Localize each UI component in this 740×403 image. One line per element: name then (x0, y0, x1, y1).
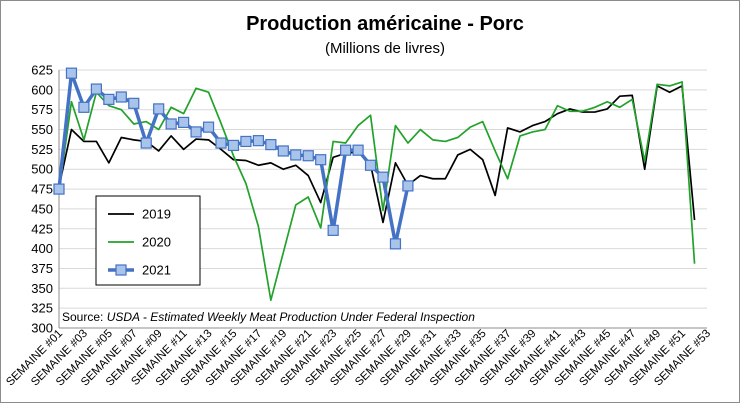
y-tick-label: 475 (31, 182, 53, 197)
legend-marker-2021 (115, 264, 127, 276)
data-point-2021 (364, 159, 377, 171)
y-tick-label: 325 (31, 301, 53, 316)
series-line-2019 (58, 85, 696, 224)
data-point-2021 (315, 154, 327, 166)
y-axis: 300 325 350 375 400 425 450 475 500 525 550 575 600 6… (31, 63, 60, 336)
data-point-2021 (252, 135, 264, 147)
legend: 2019 2020 2021 (95, 195, 201, 286)
data-point-2021 (265, 139, 277, 151)
y-tick-label: 300 (31, 321, 53, 336)
legend-label-2020: 2020 (142, 235, 171, 250)
y-tick-label: 400 (31, 241, 53, 256)
data-point-2021 (290, 149, 302, 161)
gridlines (59, 69, 707, 329)
y-tick-label: 500 (31, 162, 53, 177)
data-point-2021 (140, 137, 152, 149)
y-tick-label: 350 (31, 281, 53, 296)
data-point-2021 (115, 91, 127, 103)
data-point-2021 (190, 126, 202, 138)
data-point-2021 (103, 93, 115, 105)
data-point-2021 (178, 116, 190, 128)
data-point-2021 (340, 144, 352, 156)
chart-title: Production américaine - Porc (246, 13, 524, 35)
y-tick-label: 600 (31, 82, 53, 97)
data-point-2021 (65, 67, 78, 79)
source-prefix: Source: (62, 310, 107, 324)
y-tick-label: 375 (31, 261, 53, 276)
data-point-2021 (352, 144, 364, 156)
source-note: Source: USDA - Estimated Weekly Meat Pro… (62, 310, 475, 324)
y-tick-label: 575 (31, 102, 53, 117)
data-point-2021 (215, 137, 227, 149)
series-lines (53, 67, 696, 302)
chart-subtitle: (Millions de livres) (325, 40, 445, 57)
data-point-2021 (202, 121, 215, 133)
legend-label-2021: 2021 (142, 263, 171, 278)
data-point-2021 (402, 180, 414, 192)
data-point-2021 (128, 97, 140, 109)
y-tick-label: 425 (31, 221, 53, 236)
data-point-2021 (53, 183, 65, 195)
y-tick-label: 625 (31, 63, 53, 78)
data-point-2021 (302, 150, 314, 162)
data-point-2021 (78, 101, 90, 113)
legend-label-2019: 2019 (142, 207, 171, 222)
data-point-2021 (153, 103, 165, 115)
source-text: USDA - Estimated Weekly Meat Production … (107, 310, 475, 324)
y-tick-label: 550 (31, 122, 53, 137)
data-point-2021 (240, 135, 252, 148)
data-point-2021 (377, 171, 389, 183)
data-point-2021 (90, 83, 102, 95)
y-tick-label: 525 (31, 142, 53, 157)
data-point-2021 (389, 238, 402, 250)
data-point-2021 (327, 224, 339, 236)
y-tick-label: 450 (31, 201, 53, 216)
data-point-2021 (227, 139, 240, 152)
data-point-2021 (277, 145, 289, 157)
data-point-2021 (165, 118, 177, 130)
